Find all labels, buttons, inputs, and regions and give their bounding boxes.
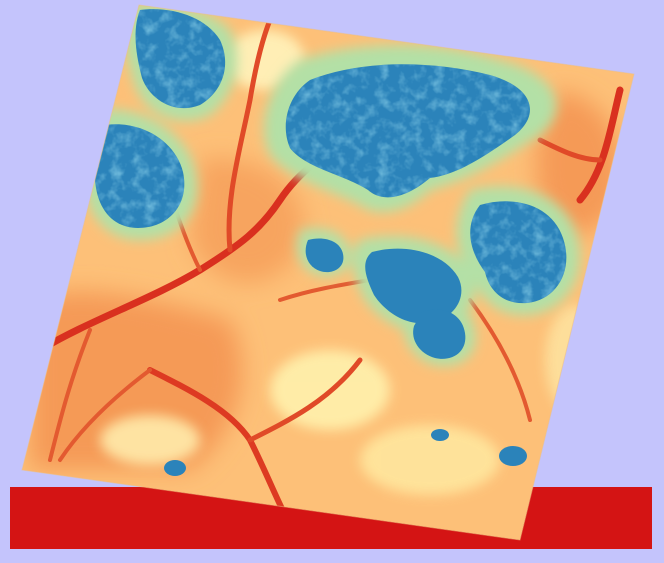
ridge-east-edge	[576, 86, 624, 204]
pond-southeast	[499, 446, 527, 466]
plateau-patch-south	[360, 425, 500, 495]
ridge-link-southwest	[58, 368, 152, 462]
basin-small-center	[305, 238, 344, 273]
raster-outline	[21, 4, 635, 541]
ridge-branch-north	[226, 17, 273, 253]
basin-central	[365, 248, 462, 324]
ridge-branch-east	[537, 137, 603, 163]
ridge-branch-southeast-rim	[468, 298, 532, 422]
basin-speckle-texture	[93, 9, 567, 304]
slope-zone-east	[536, 90, 622, 234]
ridge-branch-west	[48, 328, 92, 462]
elevation-raster[interactable]	[22, 4, 634, 540]
pond-center	[431, 429, 449, 441]
basin-south	[413, 309, 466, 359]
plateau-patch-east	[545, 305, 605, 415]
slope-zone-center	[190, 158, 304, 283]
pond-south	[164, 460, 186, 476]
plateau-patch-west	[100, 415, 200, 465]
ridge-branch-southeast	[247, 357, 363, 443]
